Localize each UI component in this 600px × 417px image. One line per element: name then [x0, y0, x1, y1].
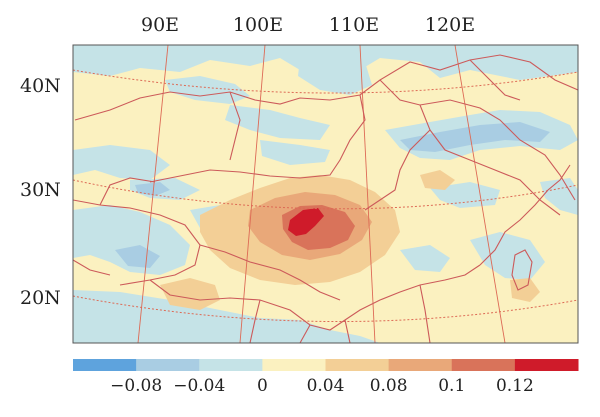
colorbar-label: −0.08: [110, 376, 163, 396]
boundaries: [73, 54, 578, 343]
colorbar-segment: [514, 359, 579, 371]
colorbar-label: −0.04: [173, 376, 226, 396]
map-border: [72, 44, 579, 344]
colorbar-segment: [388, 359, 453, 371]
longitude-lines: [137, 45, 506, 343]
longitude-label-120e: 120E: [424, 14, 476, 36]
latitude-lines: [73, 69, 578, 323]
stronger-negative-patches: [115, 122, 550, 268]
colorbar: [73, 359, 579, 371]
longitude-label-90e: 90E: [140, 14, 180, 36]
colorbar-segment: [451, 359, 516, 371]
map-panel: [73, 45, 578, 343]
longitude-label-100e: 100E: [232, 14, 284, 36]
colorbar-segment: [136, 359, 200, 371]
colorbar-segment: [73, 359, 137, 371]
latitude-label-20n: 20N: [20, 287, 61, 309]
positive-anomaly-patches: [160, 170, 540, 310]
longitude-label-110e: 110E: [328, 14, 380, 36]
latitude-label-40n: 40N: [20, 75, 61, 97]
colorbar-label: 0.1: [438, 376, 466, 396]
colorbar-label: 0.04: [306, 376, 345, 396]
colorbar-segment: [199, 359, 263, 371]
colorbar-label: 0.08: [369, 376, 408, 396]
latitude-label-30n: 30N: [20, 179, 61, 201]
colorbar-label: 0.12: [495, 376, 534, 396]
colorbar-label: 0: [256, 376, 268, 396]
colorbar-segment: [325, 359, 390, 371]
colorbar-segment: [262, 359, 327, 371]
